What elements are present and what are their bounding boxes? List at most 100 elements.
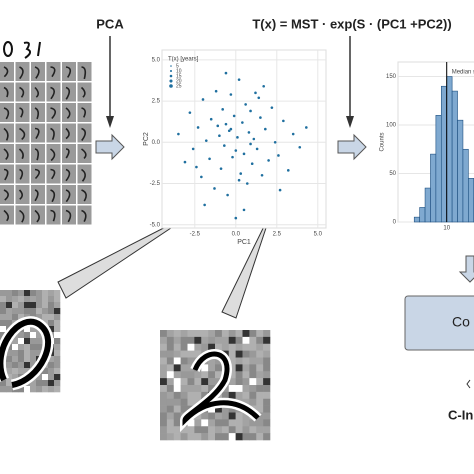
- point: [224, 71, 228, 75]
- pixel: [48, 362, 55, 369]
- pixel: [263, 343, 271, 351]
- pixel: [249, 357, 257, 365]
- point: [191, 147, 195, 151]
- pixel: [242, 398, 250, 406]
- point: [252, 137, 256, 141]
- pixel: [235, 433, 243, 441]
- y-tick-label: 2.5: [152, 99, 161, 105]
- point: [247, 131, 251, 134]
- mnist-grid: [0, 62, 92, 225]
- histogram-bar: [435, 115, 442, 223]
- point: [262, 84, 265, 88]
- mnist-stroke: [50, 66, 56, 78]
- pixel: [180, 385, 188, 393]
- point: [277, 154, 280, 157]
- pixel: [235, 391, 243, 400]
- pixel: [215, 343, 223, 351]
- pixel: [18, 362, 25, 369]
- pixel: [6, 362, 13, 369]
- mnist-stroke: [50, 127, 55, 141]
- pixel: [30, 386, 37, 393]
- pixel: [180, 378, 188, 386]
- pixel: [263, 433, 271, 441]
- mnist-stroke: [65, 107, 71, 119]
- mnist-stroke: [50, 189, 56, 203]
- pixel: [160, 330, 168, 338]
- pixel: [249, 336, 257, 345]
- pixel: [160, 391, 168, 400]
- pixel: [235, 371, 243, 379]
- pixel: [208, 385, 216, 393]
- pixel: [18, 368, 25, 375]
- pixel: [166, 343, 175, 351]
- pixel: [263, 357, 271, 365]
- pixel: [48, 290, 55, 297]
- pixel: [215, 371, 223, 379]
- pixel: [6, 302, 13, 309]
- pixel: [173, 371, 181, 379]
- pixel: [180, 371, 188, 379]
- pixel: [0, 296, 7, 303]
- pixel: [242, 343, 250, 351]
- mnist-stroke: [81, 209, 87, 223]
- pixel: [12, 302, 19, 309]
- mnist-stroke: [34, 148, 40, 161]
- histogram-bar: [462, 148, 469, 223]
- pixel: [48, 374, 55, 381]
- pixel: [180, 330, 188, 338]
- pixel: [48, 356, 55, 363]
- pixel: [24, 356, 31, 363]
- pixel: [30, 326, 37, 333]
- pixel: [54, 362, 61, 369]
- pixel: [201, 391, 209, 400]
- pixel: [166, 336, 175, 345]
- pixel: [42, 308, 49, 315]
- point: [213, 187, 216, 190]
- pixel: [12, 362, 19, 369]
- pixel: [263, 398, 271, 406]
- pixel: [221, 330, 230, 338]
- pixel: [228, 350, 236, 358]
- mnist-stroke: [81, 148, 87, 160]
- point: [270, 106, 274, 109]
- pixel: [249, 419, 257, 427]
- pixel: [187, 343, 195, 351]
- pixel: [263, 371, 271, 379]
- pixel: [201, 385, 209, 393]
- point: [226, 193, 229, 197]
- mnist-tile: [46, 103, 61, 122]
- point: [219, 167, 223, 170]
- arrowhead: [346, 116, 354, 128]
- block-arrow: [95, 133, 125, 161]
- pixel: [6, 314, 13, 321]
- pixel: [48, 314, 55, 321]
- mnist-stroke: [3, 209, 10, 222]
- point: [224, 122, 228, 126]
- pixel: [18, 386, 25, 393]
- pixel: [54, 338, 61, 345]
- mnist-stroke: [50, 86, 56, 100]
- pixel: [180, 357, 188, 365]
- mnist-stroke: [3, 86, 9, 98]
- mnist-tile: [77, 185, 92, 204]
- pixel: [24, 338, 31, 345]
- pixel: [24, 308, 31, 315]
- pixel: [6, 368, 13, 375]
- pixel: [249, 391, 257, 400]
- pixel: [249, 371, 257, 379]
- pixel: [256, 405, 264, 413]
- point: [282, 119, 285, 123]
- mnist-stroke: [18, 148, 24, 160]
- pixel: [18, 308, 25, 315]
- pixel: [180, 398, 188, 406]
- mnist-tile: [15, 82, 30, 102]
- pixel: [221, 343, 230, 351]
- pixel: [194, 419, 202, 427]
- pixel: [12, 338, 19, 345]
- point: [214, 89, 218, 93]
- point: [218, 134, 221, 138]
- point: [204, 139, 208, 142]
- y-tick-label: 5.0: [152, 57, 161, 63]
- digit-stroke: [182, 351, 260, 427]
- pixel: [221, 405, 230, 413]
